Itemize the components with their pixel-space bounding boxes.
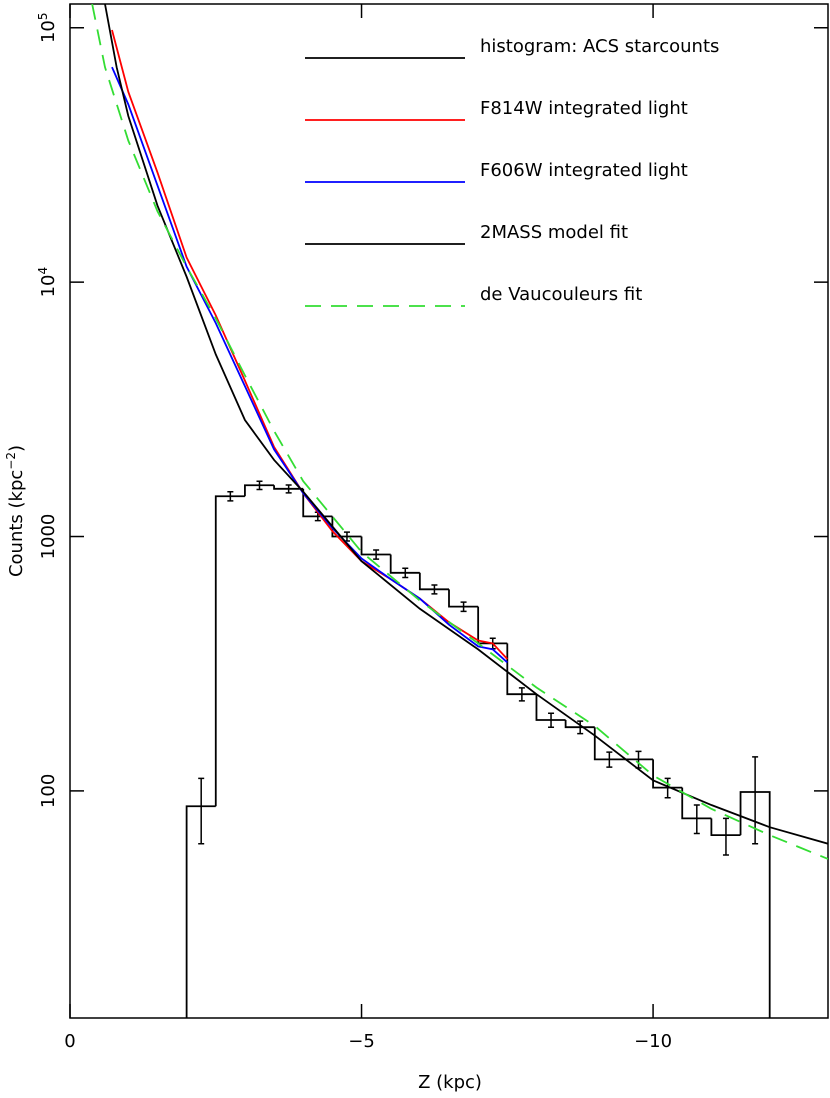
plot-frame bbox=[69, 3, 829, 1019]
error-bar bbox=[548, 712, 555, 728]
legend-label: de Vaucouleurs fit bbox=[480, 284, 642, 305]
histogram-bin bbox=[185, 805, 216, 1018]
error-bar bbox=[664, 777, 671, 799]
error-bar bbox=[373, 549, 380, 560]
histogram-bin bbox=[331, 516, 362, 538]
histogram-bin bbox=[448, 589, 479, 608]
histogram-bin bbox=[244, 484, 275, 497]
error-bar bbox=[402, 567, 409, 579]
legend-label: F814W integrated light bbox=[480, 98, 688, 119]
histogram-bin bbox=[360, 536, 391, 556]
error-bar bbox=[431, 584, 438, 595]
error-bar bbox=[752, 756, 759, 845]
histogram-bin bbox=[389, 554, 420, 574]
histogram-bin bbox=[535, 694, 566, 721]
x-tick-label: 0 bbox=[64, 1031, 75, 1052]
y-axis-label: Counts (kpc−2) bbox=[4, 445, 27, 577]
histogram-bin bbox=[710, 818, 741, 837]
error-bar bbox=[693, 804, 700, 835]
error-bar bbox=[285, 484, 292, 494]
error-bar bbox=[518, 687, 525, 702]
legend-label: F606W integrated light bbox=[480, 160, 688, 181]
y-tick-label: 105 bbox=[36, 12, 59, 43]
plot-area bbox=[91, 4, 828, 1018]
legend-label: 2MASS model fit bbox=[480, 222, 628, 243]
legend-label: histogram: ACS starcounts bbox=[480, 36, 719, 57]
error-bar bbox=[256, 480, 263, 491]
histogram-bin bbox=[418, 572, 449, 591]
data-line bbox=[111, 66, 508, 664]
histogram-bin bbox=[214, 495, 245, 807]
error-bar bbox=[606, 751, 613, 768]
histogram-bin bbox=[273, 485, 304, 490]
y-tick-label: 100 bbox=[38, 774, 59, 808]
x-tick-label: −5 bbox=[348, 1031, 375, 1052]
histogram-bin bbox=[681, 787, 712, 820]
y-tick-label: 1000 bbox=[38, 514, 59, 560]
error-bar bbox=[227, 490, 234, 502]
x-axis-label: Z (kpc) bbox=[418, 1072, 482, 1093]
data-line bbox=[91, 4, 828, 860]
x-tick-label: −10 bbox=[634, 1031, 672, 1052]
error-bar bbox=[722, 817, 729, 856]
error-bar bbox=[460, 601, 467, 613]
data-line bbox=[104, 4, 828, 845]
error-bar bbox=[198, 777, 205, 845]
histogram-bin bbox=[593, 727, 624, 761]
histogram-bin bbox=[564, 719, 595, 729]
histogram-bin bbox=[506, 643, 537, 696]
data-line bbox=[111, 29, 508, 660]
error-bar bbox=[577, 720, 584, 735]
y-tick-label: 104 bbox=[36, 267, 59, 298]
